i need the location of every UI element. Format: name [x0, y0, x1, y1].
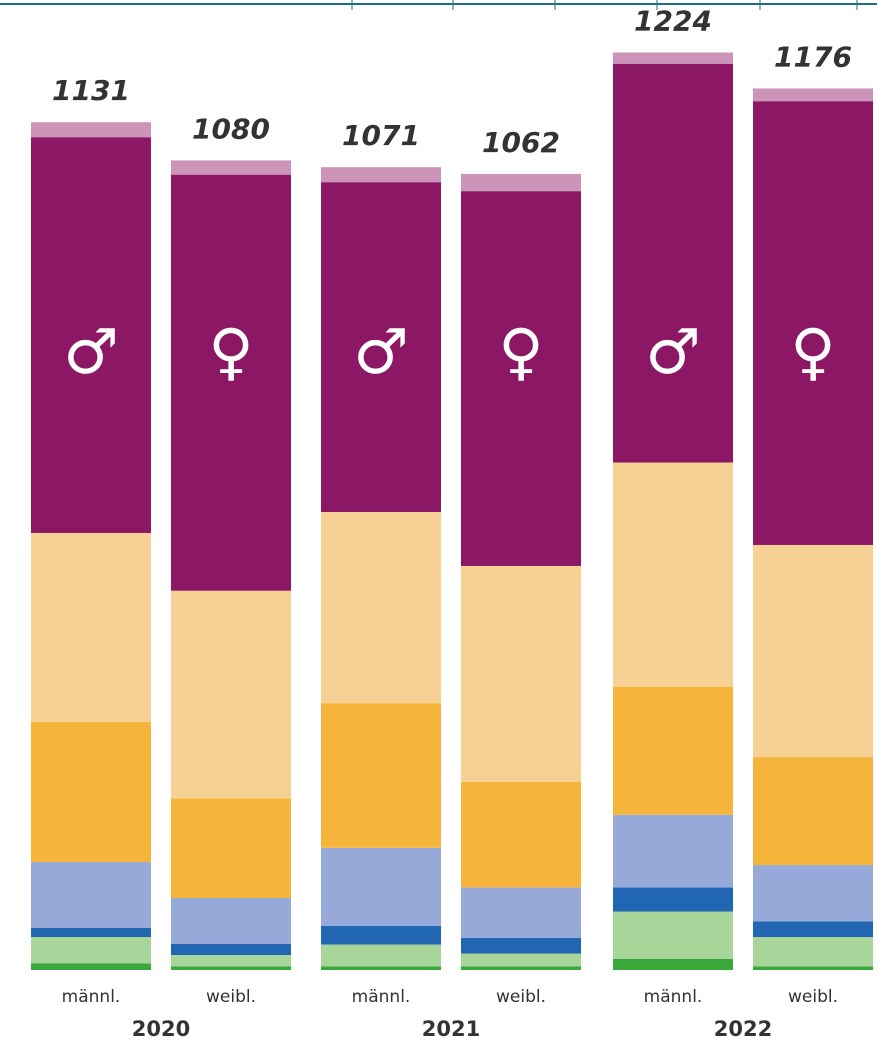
bar-segment	[613, 958, 733, 970]
bar-segment	[321, 944, 441, 967]
gender-symbol: ♀	[498, 315, 543, 388]
bar-segment	[461, 953, 581, 967]
top-border	[0, 0, 877, 10]
bar-segment	[31, 122, 151, 138]
total-label: 1224	[634, 4, 712, 37]
gender-symbol: ♀	[790, 315, 835, 388]
bar-segment	[321, 847, 441, 926]
bar-segment	[753, 544, 873, 758]
bar-segment	[461, 937, 581, 954]
bar-segment	[31, 963, 151, 970]
bar-segment	[461, 173, 581, 192]
total-label: 1131	[52, 74, 130, 107]
bar-segment	[461, 887, 581, 938]
total-label: 1080	[192, 112, 270, 145]
total-label: 1176	[774, 40, 852, 73]
bar-segment	[461, 191, 581, 566]
bar-segment	[613, 887, 733, 912]
bar-segment	[753, 865, 873, 922]
bar-segment	[171, 943, 291, 956]
bar-segment	[753, 757, 873, 866]
bar-segment	[461, 966, 581, 970]
bar-segment	[31, 137, 151, 533]
bar-segment	[753, 88, 873, 102]
bar-segment	[613, 52, 733, 64]
bar-segment	[613, 814, 733, 888]
total-label: 1062	[482, 126, 560, 159]
bar-segment	[321, 167, 441, 183]
x-tick-label: weibl.	[496, 987, 546, 1007]
bar-segment	[321, 182, 441, 512]
bar-segment	[31, 862, 151, 929]
bar-segment	[31, 532, 151, 722]
bar-segment	[31, 721, 151, 863]
bar-segment	[321, 511, 441, 704]
bar-segment	[613, 911, 733, 959]
group-label: 2022	[714, 1017, 772, 1041]
gender-symbol: ♂	[63, 315, 119, 388]
bar-segment	[461, 781, 581, 888]
gender-symbol: ♂	[645, 315, 701, 388]
bar-segment	[171, 174, 291, 591]
bar-segment	[461, 565, 581, 782]
x-tick-label: männl.	[644, 987, 703, 1007]
bar-segment	[613, 462, 733, 687]
x-tick-label: weibl.	[206, 987, 256, 1007]
bar-segment	[171, 590, 291, 799]
bar-segment	[321, 703, 441, 848]
gender-symbol: ♂	[353, 315, 409, 388]
bar-segment	[171, 898, 291, 944]
bar-segment	[31, 937, 151, 964]
x-tick-label: weibl.	[788, 987, 838, 1007]
bar-segment	[171, 955, 291, 967]
bar-segment	[31, 928, 151, 938]
bar-segment	[171, 160, 291, 175]
bar-segment	[321, 925, 441, 945]
bar-segment	[321, 966, 441, 970]
x-tick-label: männl.	[352, 987, 411, 1007]
bar-segment	[753, 101, 873, 545]
bar-segment	[171, 798, 291, 899]
bar-segment	[613, 63, 733, 463]
bar-segment	[753, 937, 873, 967]
bar-segment	[753, 966, 873, 970]
x-tick-label: männl.	[62, 987, 121, 1007]
group-label: 2020	[132, 1017, 190, 1041]
total-label: 1071	[342, 119, 420, 152]
bar-segment	[613, 686, 733, 815]
group-label: 2021	[422, 1017, 480, 1041]
gender-symbol: ♀	[208, 315, 253, 388]
bar-segment	[171, 966, 291, 970]
bar-segment	[753, 921, 873, 938]
